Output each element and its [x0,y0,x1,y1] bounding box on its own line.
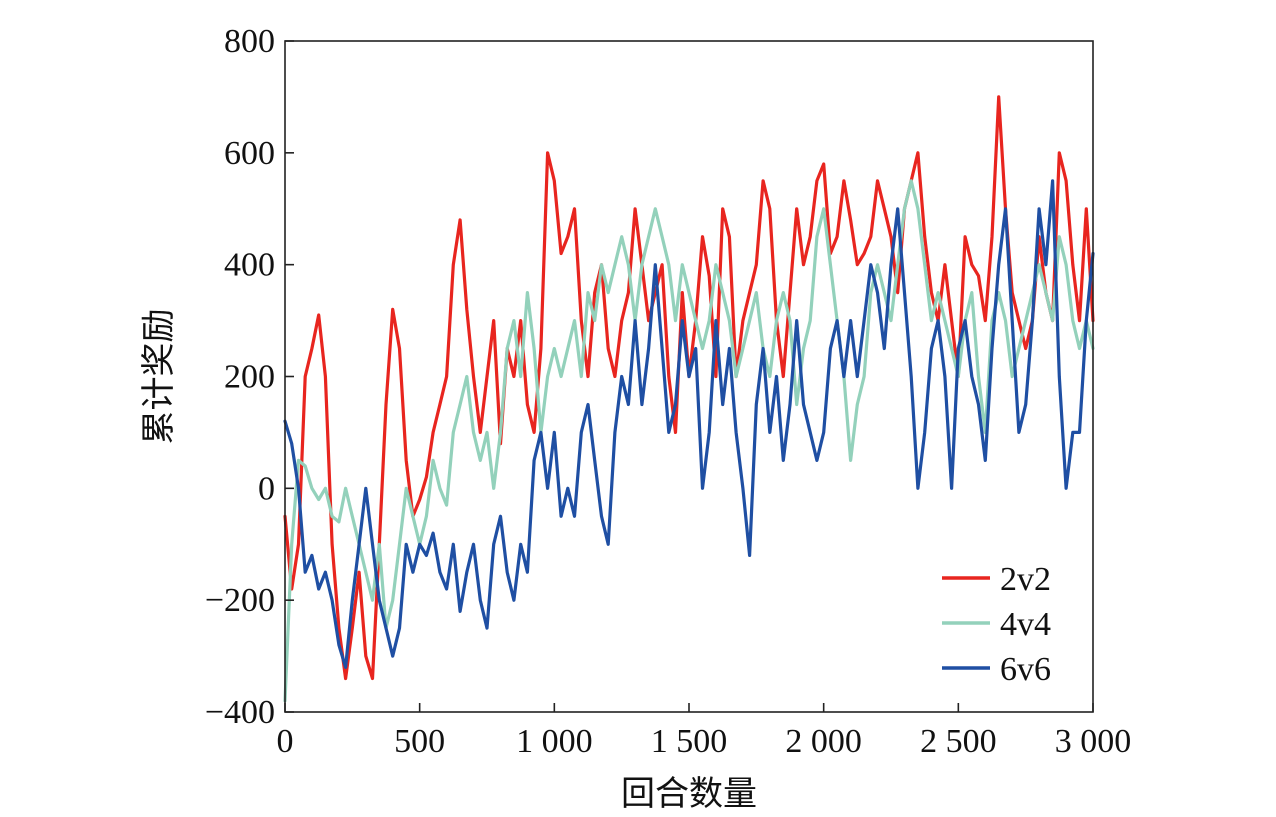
y-tick-label: 400 [224,247,275,284]
x-tick-label: 2 500 [920,723,997,760]
y-tick-label: −400 [205,694,275,731]
legend: 2v2 4v4 6v6 [942,561,1051,688]
y-tick-label: 600 [224,135,275,172]
y-tick-label: 200 [224,359,275,396]
y-tick-label: 0 [258,470,275,507]
y-axis-title: 累计奖励 [139,309,179,445]
series-layer [283,95,1095,703]
legend-label-4v4: 4v4 [1000,606,1051,643]
series-line-6v6 [283,179,1095,669]
legend-label-2v2: 2v2 [1000,561,1051,598]
x-tick-label: 500 [394,723,445,760]
y-tick-label: 800 [224,23,275,60]
series-line-2v2 [283,95,1095,681]
x-tick-label: 3 000 [1055,723,1132,760]
x-axis-title: 回合数量 [621,774,757,814]
ticks-layer: 0 500 1 000 1 500 2 000 2 500 3 000 −400 −200 0 20… [205,23,1131,760]
legend-label-6v6: 6v6 [1000,651,1051,688]
x-tick-label: 1 500 [651,723,728,760]
x-tick-label: 2 000 [785,723,862,760]
x-tick-label: 0 [277,723,294,760]
x-tick-label: 1 000 [516,723,593,760]
y-tick-label: −200 [205,582,275,619]
